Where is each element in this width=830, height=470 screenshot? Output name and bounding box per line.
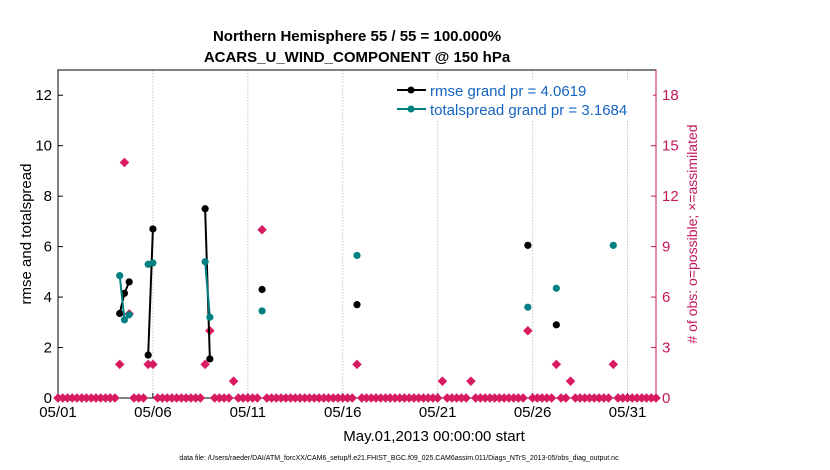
rmse-point (353, 301, 361, 309)
totalspread-point (116, 272, 124, 280)
totalspread-point (353, 251, 361, 260)
y-tick-label: 12 (35, 87, 52, 104)
x-axis: 05/01 05/06 05/11 05/16 05/21 05/26 05/31 (39, 393, 646, 421)
metric-series (116, 80, 617, 363)
obs-marker (224, 393, 234, 403)
y-right-tick-label: 18 (662, 87, 679, 104)
y-right-tick-label: 0 (662, 390, 670, 407)
totalspread-point (120, 316, 129, 324)
rmse-point (144, 351, 152, 359)
legend-rmse-label: rmse grand pr = 4.0619 (430, 83, 586, 100)
chart-title-line-2: ACARS_U_WIND_COMPONENT @ 150 hPa (204, 49, 511, 66)
obs-marker (466, 376, 476, 386)
y-right-tick-label: 15 (662, 138, 679, 155)
x-tick-label: 05/31 (609, 404, 647, 421)
x-tick-label: 05/21 (419, 404, 457, 421)
legend: rmse grand pr = 4.0619 totalspread grand… (393, 80, 653, 120)
obs-marker (119, 157, 130, 168)
y-axis-label: rmse and totalspread (18, 164, 35, 305)
y-tick-label: 4 (44, 289, 52, 306)
x-tick-label: 05/16 (324, 404, 362, 421)
y-right-tick-label: 12 (662, 188, 679, 205)
obs-marker (518, 393, 528, 403)
x-axis-label: May.01,2013 00:00:00 start (343, 428, 525, 445)
rmse-point (258, 285, 266, 294)
rmse-point (125, 278, 133, 286)
obs-marker (138, 393, 149, 403)
footer-data-file: data file: /Users/raeder/DAI/ATM_forcXX/… (179, 455, 619, 462)
obs-marker (565, 376, 576, 386)
y-tick-label: 0 (44, 390, 52, 407)
legend-totalspread-label: totalspread grand pr = 3.1684 (430, 102, 627, 119)
obs-marker (603, 393, 614, 403)
obs-marker (461, 393, 471, 403)
y-right-tick-label: 6 (662, 289, 670, 306)
totalspread-point (149, 259, 157, 267)
chart-title-line-1: Northern Hemisphere 55 / 55 = 100.000% (213, 28, 501, 45)
x-tick-label: 05/26 (514, 404, 552, 421)
totalspread-point (201, 258, 209, 266)
obs-marker (195, 393, 206, 403)
obs-marker (437, 376, 448, 386)
obs-marker (252, 393, 263, 403)
legend-rmse-marker (407, 86, 415, 94)
obs-marker (651, 393, 661, 403)
obs-marker (523, 325, 533, 336)
y-tick-label: 2 (44, 340, 52, 357)
obs-marker (432, 393, 443, 403)
x-tick-label: 05/06 (134, 404, 172, 421)
totalspread-point (206, 313, 214, 321)
obs-marker (257, 225, 267, 235)
y-axis-right-label: # of obs: o=possible; ×=assimilated (684, 124, 700, 343)
legend-box (393, 80, 653, 120)
rmse-line (147, 228, 154, 356)
y-axis-right: 0 3 6 9 12 15 18 (651, 70, 679, 407)
totalspread-point (524, 303, 532, 311)
x-tick-label: 05/01 (39, 404, 77, 421)
rmse-point (201, 205, 209, 213)
obs-marker (110, 393, 120, 403)
obs-marker (546, 393, 557, 403)
y-tick-label: 8 (44, 188, 52, 205)
obs-marker (352, 359, 362, 370)
legend-totalspread-marker (407, 105, 415, 113)
totalspread-line (204, 261, 211, 318)
totalspread-point (258, 307, 266, 315)
rmse-point (149, 225, 157, 233)
obs-marker (561, 393, 571, 403)
y-tick-label: 6 (44, 239, 52, 256)
y-right-tick-label: 3 (662, 340, 670, 357)
obs-marker (347, 393, 358, 403)
obs-marker (114, 359, 125, 370)
totalspread-point (552, 284, 560, 292)
obs-marker (228, 376, 239, 386)
obs-count-series (53, 157, 661, 403)
gridlines (57, 70, 629, 398)
obs-marker (148, 359, 158, 370)
obs-marker (200, 359, 210, 370)
rmse-point (116, 309, 124, 318)
obs-marker (608, 359, 619, 370)
rmse-point (206, 355, 214, 363)
chart-title: Northern Hemisphere 55 / 55 = 100.000% A… (204, 28, 511, 66)
totalspread-point (125, 311, 133, 319)
rmse-point (552, 321, 560, 329)
obs-marker (551, 359, 562, 370)
totalspread-point (609, 241, 617, 249)
y-right-tick-label: 9 (662, 239, 670, 256)
y-tick-label: 10 (35, 138, 52, 155)
x-tick-label: 05/11 (230, 404, 266, 421)
y-axis-left: 0 2 4 6 8 10 12 (35, 87, 63, 407)
rmse-point (524, 241, 532, 249)
